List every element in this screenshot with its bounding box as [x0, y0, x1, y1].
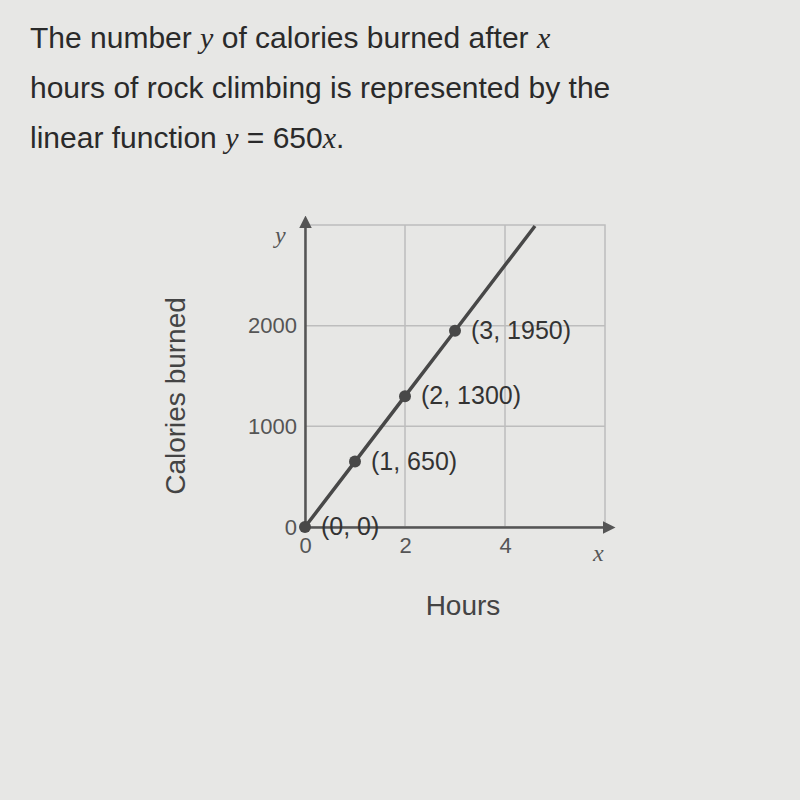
problem-text: linear function y = 650x. — [30, 121, 344, 154]
problem-text-part: linear function — [30, 121, 225, 154]
y-axis-line — [304, 226, 307, 528]
problem-text-part: x — [536, 21, 551, 54]
grid — [305, 225, 605, 527]
background — [0, 0, 800, 800]
problem-text-part: = 650 — [238, 121, 322, 154]
y-tick: 1000 — [248, 414, 305, 439]
grid-line-x — [304, 225, 306, 527]
annotations: (0, 0) (1, 650) (2, 1300) (3, 1950) — [321, 316, 571, 540]
y-tick-label: 1000 — [248, 414, 297, 439]
problem-text-part: The number — [30, 21, 200, 54]
x-tick-label: 0 — [299, 533, 311, 558]
problem-text-part: hours of rock climbing is represented by… — [30, 71, 610, 104]
x-axis-title: Hours — [426, 590, 501, 621]
grid-line-x — [404, 225, 406, 527]
data-point — [349, 456, 361, 468]
problem-text-part: . — [336, 121, 344, 154]
x-tick: 4 — [499, 527, 511, 558]
y-axis-title: Calories burned — [160, 297, 191, 495]
plot-frame — [305, 225, 605, 527]
problem-text-part: x — [322, 121, 337, 154]
data-point — [299, 521, 311, 533]
page: The number y of calories burned after xh… — [0, 0, 800, 800]
point-label: (3, 1950) — [471, 316, 571, 344]
y-axis-letter: y — [273, 222, 286, 248]
problem-text-part: y — [222, 121, 239, 154]
plot-marks — [299, 226, 535, 533]
problem-text-part: of calories burned after — [213, 21, 537, 54]
x-tick: 2 — [399, 527, 411, 558]
y-tick: 2000 — [248, 313, 305, 338]
point-label: (2, 1300) — [421, 381, 521, 409]
data-point — [449, 325, 461, 337]
point-label: (1, 650) — [371, 447, 457, 475]
data-line — [305, 226, 535, 527]
problem-text: hours of rock climbing is represented by… — [30, 71, 610, 104]
x-tick-label: 2 — [399, 533, 411, 558]
data-point — [399, 390, 411, 402]
x-tick-label: 4 — [499, 533, 511, 558]
grid-line-y — [305, 426, 605, 428]
point-label: (0, 0) — [321, 512, 379, 540]
x-axis-letter: x — [592, 540, 604, 566]
problem-text-part: y — [197, 21, 214, 54]
y-axis: 0 1000 2000 — [248, 226, 305, 540]
problem-text: The number y of calories burned after x — [30, 21, 551, 54]
y-tick-label: 2000 — [248, 313, 297, 338]
grid-line-x — [504, 225, 506, 527]
y-tick-label: 0 — [285, 515, 297, 540]
